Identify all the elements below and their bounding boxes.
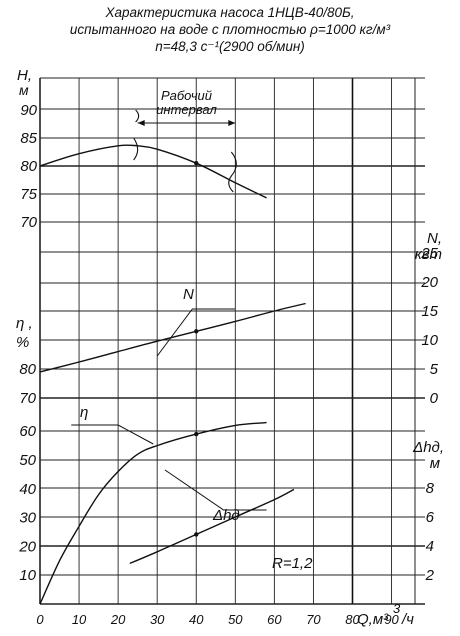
axis-label-h: H, xyxy=(17,67,32,84)
working-range-tick-right xyxy=(228,151,237,193)
leader-line-dhd xyxy=(164,469,267,511)
chart-title-block: Характеристика насоса 1НЦВ-40/80Б, испыт… xyxy=(0,4,460,55)
axis-label-q-exp: 3 xyxy=(393,601,401,616)
tick-label-x: 0 xyxy=(36,612,44,627)
tick-label-h: 90 xyxy=(20,102,37,119)
axis-label-q-unit: /ч xyxy=(401,611,414,628)
working-range-label: Рабочий xyxy=(161,88,212,103)
leader-line-eta xyxy=(71,424,154,445)
chart-subtitle: испытанного на воде с плотностью ρ=1000 … xyxy=(69,22,391,37)
tick-label-n: 20 xyxy=(420,274,438,291)
tick-label-eta: 30 xyxy=(19,510,36,527)
tick-label-h: 70 xyxy=(20,214,37,231)
axis-label-n-unit: квт xyxy=(415,246,442,263)
working-range-label: интервал xyxy=(156,102,217,117)
axis-label-n: N, xyxy=(427,230,442,247)
duty-point-marker xyxy=(194,532,199,537)
tick-label-dhd: 8 xyxy=(426,480,435,497)
n-curve xyxy=(39,302,306,373)
axis-label-eta-unit: % xyxy=(16,334,29,351)
tick-label-h: 80 xyxy=(20,158,37,175)
axis-label-q: Q,м³ xyxy=(357,611,389,628)
tick-label-eta: 10 xyxy=(19,567,36,584)
tick-label-dhd: 6 xyxy=(426,509,435,526)
duty-point-marker xyxy=(194,329,199,334)
leader-line-n xyxy=(156,308,236,357)
duty-point-marker xyxy=(194,431,199,437)
h-curve xyxy=(39,144,267,199)
curve-label-eta: η xyxy=(80,404,88,421)
curve-label-n: N xyxy=(183,286,194,303)
tick-label-eta: 50 xyxy=(19,452,36,469)
tick-label-x: 80 xyxy=(345,612,360,627)
axis-label-dhd-unit: м xyxy=(430,455,440,472)
tick-label-h: 85 xyxy=(20,130,37,147)
tick-label-n: 25 xyxy=(420,245,438,262)
tick-label-n: 15 xyxy=(421,303,438,320)
axis-label-dhd: Δhд, xyxy=(412,439,444,456)
ratio-label: R=1,2 xyxy=(272,555,313,572)
tick-label-dhd: 2 xyxy=(425,567,435,584)
tick-label-n: 0 xyxy=(430,390,439,407)
chart-title: Характеристика насоса 1НЦВ-40/80Б, xyxy=(105,5,355,20)
tick-label-x: 20 xyxy=(110,612,126,627)
tick-label-eta: 60 xyxy=(19,423,36,440)
tick-label-eta: 70 xyxy=(19,390,36,407)
tick-label-x: 50 xyxy=(228,612,243,627)
tick-label-x: 70 xyxy=(306,612,321,627)
tick-label-x: 90 xyxy=(384,612,399,627)
working-range-arrowhead xyxy=(137,120,145,126)
tick-label-n: 5 xyxy=(430,361,439,378)
axis-label-h-unit: м xyxy=(19,82,29,98)
axis-label-eta: η , xyxy=(16,315,33,332)
tick-label-dhd: 4 xyxy=(426,538,434,555)
tick-label-eta: 20 xyxy=(18,538,36,555)
duty-point-marker xyxy=(194,161,199,166)
tick-label-x: 60 xyxy=(267,612,282,627)
tick-label-n: 10 xyxy=(421,332,438,349)
tick-label-h: 75 xyxy=(20,186,37,203)
curve-label-dhd: Δhд xyxy=(212,507,240,524)
tick-label-eta: 80 xyxy=(19,361,36,378)
tick-label-eta: 40 xyxy=(19,481,36,498)
tick-label-x: 40 xyxy=(189,612,204,627)
chart-speed: n=48,3 с⁻¹(2900 об/мин) xyxy=(155,39,305,54)
tick-label-x: 10 xyxy=(72,612,87,627)
working-range-arrowhead xyxy=(228,120,236,126)
eta-curve xyxy=(39,421,267,605)
tick-label-x: 30 xyxy=(150,612,165,627)
dhd-curve xyxy=(129,488,295,565)
working-range-tick-left xyxy=(133,109,140,161)
